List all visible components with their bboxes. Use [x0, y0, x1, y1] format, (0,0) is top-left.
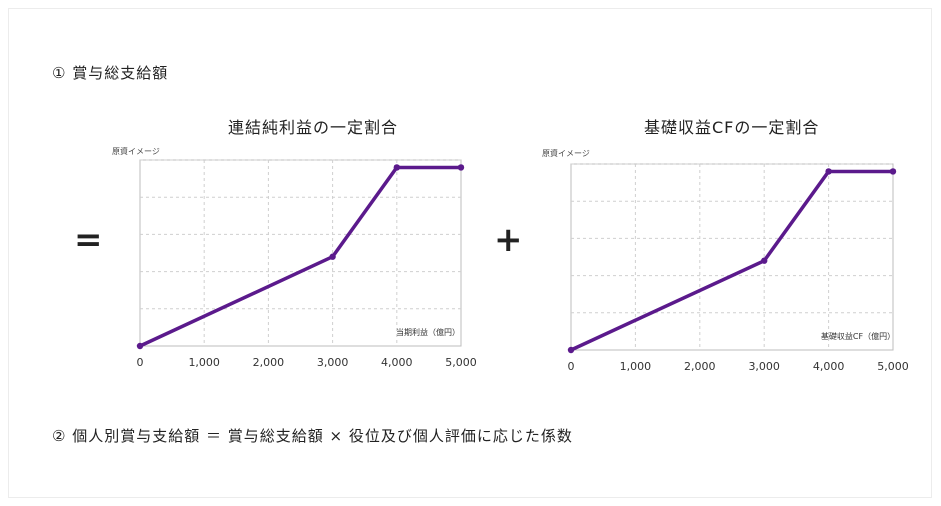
chart1-data-point	[457, 164, 465, 171]
chart-title-base-cf: 基礎収益CFの一定割合	[644, 118, 820, 137]
chart1-x-axis-title: 当期利益（億円）	[396, 327, 460, 337]
chart2-x-tick-label: 0	[568, 360, 575, 373]
chart1-data-point	[329, 253, 336, 260]
chart2-x-tick-label: 3,000	[748, 360, 780, 373]
chart2-series-line	[570, 169, 893, 352]
chart1-x-tick-label: 5,000	[445, 356, 477, 369]
chart-title-net-income: 連結純利益の一定割合	[228, 118, 399, 137]
content-frame	[8, 8, 932, 498]
chart2-x-tick-label: 1,000	[620, 360, 652, 373]
chart1-x-tick-label: 0	[137, 356, 144, 369]
chart2-x-tick-label: 2,000	[684, 360, 716, 373]
plus-sign: +	[494, 220, 523, 260]
section-heading-total-bonus: ① 賞与総支給額	[52, 64, 169, 82]
chart2-data-point	[825, 168, 832, 175]
chart1-y-axis-title: 原資イメージ	[112, 147, 160, 156]
chart1-plot-border	[139, 159, 462, 347]
chart2-x-axis-title: 基礎収益CF（億円）	[821, 331, 895, 341]
chart1-x-tick-label: 2,000	[253, 356, 285, 369]
chart2-x-tick-label: 4,000	[813, 360, 845, 373]
chart2-data-point	[761, 257, 768, 264]
chart1-x-tick-label: 3,000	[317, 356, 349, 369]
chart1-series-line	[139, 165, 461, 348]
chart1-data-point	[136, 342, 144, 350]
chart2-y-axis-title: 原資イメージ	[542, 149, 590, 158]
chart1-data-point	[393, 164, 400, 171]
chart2-data-point	[567, 346, 575, 354]
chart1-x-tick-label: 4,000	[381, 356, 413, 369]
section-heading-individual-bonus: ② 個人別賞与支給額 ＝ 賞与総支給額 × 役位及び個人評価に応じた係数	[52, 427, 573, 445]
equals-sign: =	[74, 220, 103, 260]
chart2-plot-border	[570, 163, 894, 351]
chart2-data-point	[889, 168, 897, 175]
chart1-x-tick-label: 1,000	[188, 356, 220, 369]
chart2-x-tick-label: 5,000	[877, 360, 909, 373]
